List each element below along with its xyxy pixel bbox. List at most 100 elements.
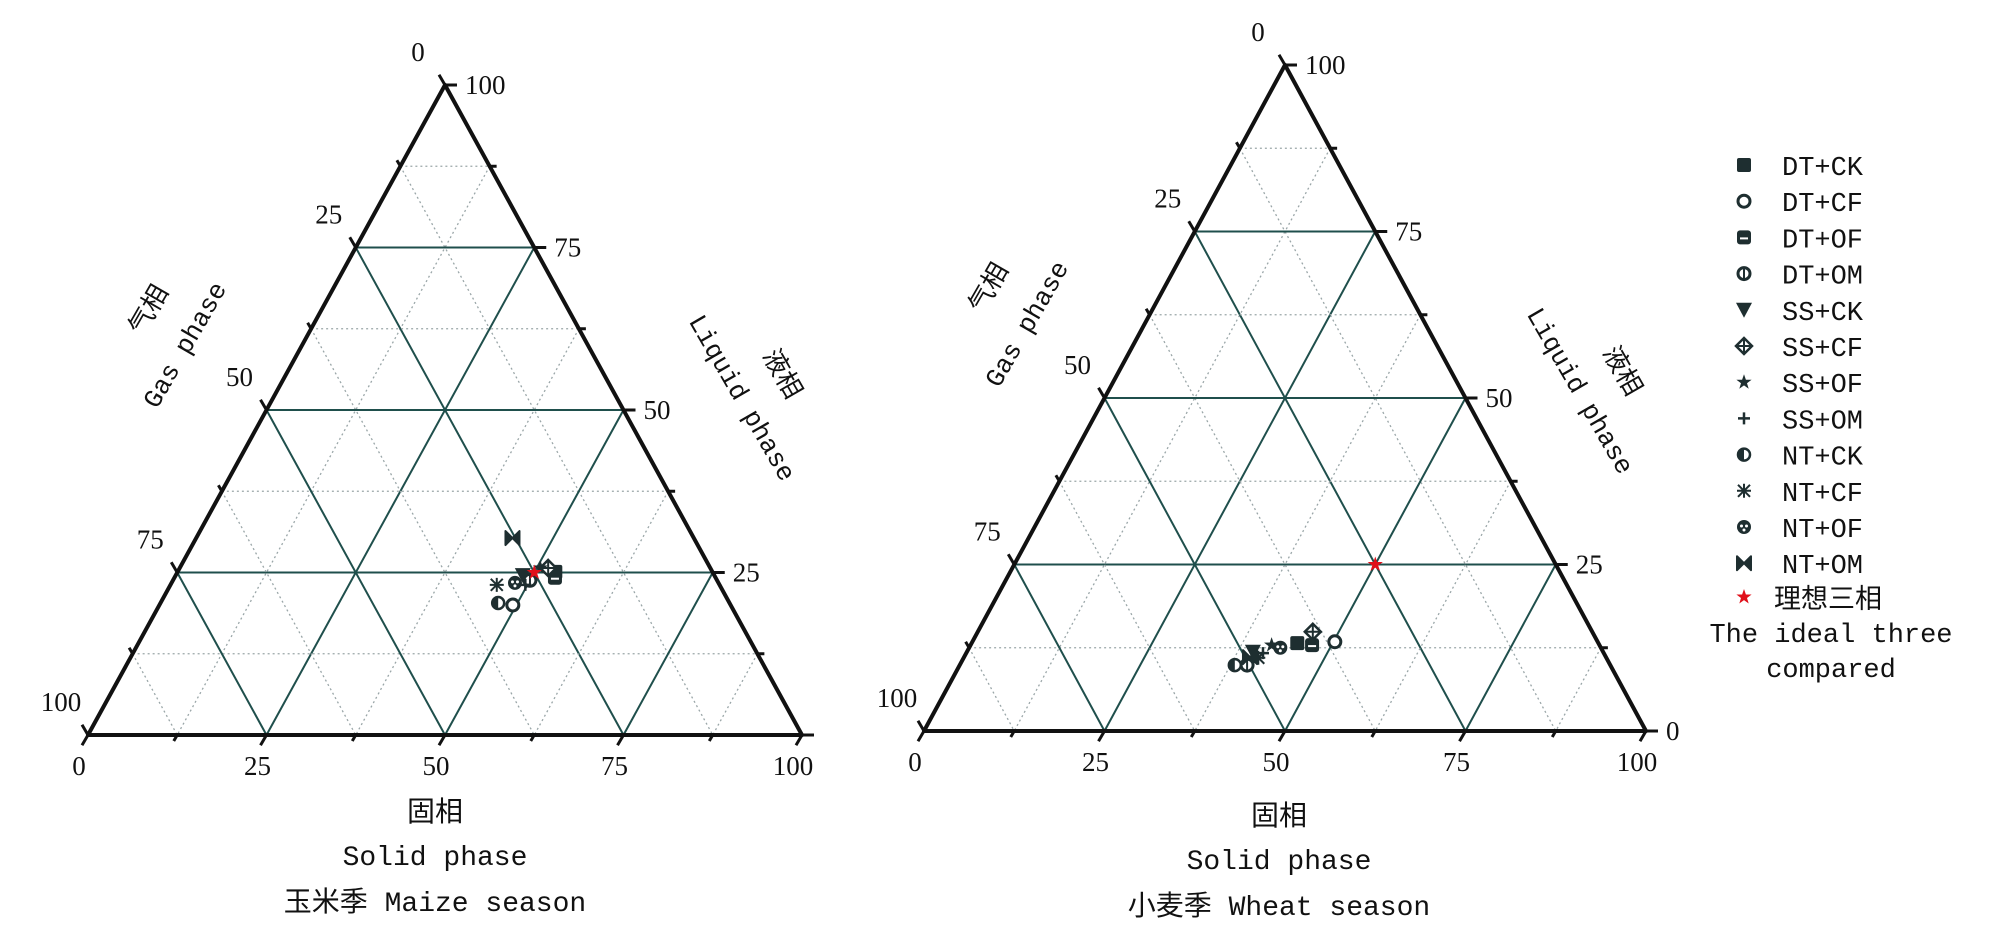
point-nt-om xyxy=(1241,649,1258,666)
point-nt-cf xyxy=(489,577,504,592)
solid-axis-title-cn: 固相 xyxy=(407,796,463,830)
point-nt-cf xyxy=(1251,650,1266,665)
gas-axis-tick xyxy=(1187,220,1197,233)
gas-axis-tick xyxy=(1277,54,1287,66)
point-ideal-three-phase xyxy=(1367,556,1383,571)
solid-axis-tick xyxy=(350,734,358,742)
legend-label: SS+CK xyxy=(1782,299,1864,329)
solid-tick-label: 50 xyxy=(423,751,450,781)
legend-label: DT+CK xyxy=(1782,154,1864,184)
gas-axis-tick xyxy=(916,720,926,732)
solid-axis-tick xyxy=(1370,730,1377,738)
half-filled-square-icon xyxy=(1737,230,1751,245)
gas-axis-tick xyxy=(217,484,224,493)
minor-gridline-gas xyxy=(132,653,178,736)
solid-axis-tick xyxy=(1550,730,1558,738)
point-dt-ck xyxy=(1290,636,1305,651)
minor-gridline-gas xyxy=(310,328,535,736)
legend-label-ideal-en-1: The ideal three xyxy=(1709,621,1952,651)
open-circle-icon xyxy=(1736,193,1752,209)
gas-axis-tick xyxy=(1097,387,1106,399)
gas-tick-label: 25 xyxy=(315,200,342,230)
minor-gridline-gas xyxy=(1239,147,1557,732)
gas-axis-tick xyxy=(964,641,971,649)
chart-title: 小麦季 Wheat season xyxy=(1128,890,1430,924)
minor-gridline-gas xyxy=(1058,480,1196,732)
legend-item: DT+OF xyxy=(1737,226,1863,256)
minor-gridline-gas xyxy=(968,647,1015,732)
solid-tick-label: 50 xyxy=(1263,747,1290,777)
gas-axis-tick xyxy=(259,399,268,411)
point-nt-om xyxy=(504,530,521,547)
solid-tick-label: 75 xyxy=(601,751,628,781)
gas-tick-label: 50 xyxy=(1064,350,1091,380)
major-gridline-solid xyxy=(1464,564,1557,732)
point-nt-of xyxy=(1273,640,1288,655)
data-points xyxy=(489,530,563,613)
gas-tick-label: 0 xyxy=(411,37,425,67)
minor-gridline-solid xyxy=(1194,314,1421,732)
liquid-tick-label: 50 xyxy=(1486,383,1513,413)
solid-axis-tick xyxy=(172,734,179,742)
liquid-tick-label: 25 xyxy=(1576,550,1603,580)
gas-axis-tick xyxy=(437,74,447,86)
filled-star-icon xyxy=(1736,374,1752,389)
solid-axis-tick xyxy=(1458,730,1467,742)
asterisk-icon xyxy=(1737,483,1751,498)
flower-icon xyxy=(1737,520,1751,534)
solid-axis-tick xyxy=(916,730,926,742)
legend-label-ideal-en-2: compared xyxy=(1766,656,1896,686)
grid xyxy=(968,147,1602,732)
solid-axis-title-en: Solid phase xyxy=(1187,847,1372,878)
plus-icon xyxy=(1738,412,1750,425)
gas-axis-tick xyxy=(306,322,313,330)
solid-axis-tick xyxy=(259,734,268,746)
legend-label: SS+OM xyxy=(1782,407,1863,437)
gas-axis-tick xyxy=(1006,553,1016,566)
point-nt-ck xyxy=(1227,657,1243,673)
bowtie-icon xyxy=(1736,555,1752,572)
legend-label-ideal-cn: 理想三相 xyxy=(1774,584,1882,617)
legend-item: NT+CF xyxy=(1737,480,1863,510)
legend-item: DT+CF xyxy=(1736,190,1863,220)
liquid-tick-label: 25 xyxy=(733,558,760,588)
legend: DT+CK DT+CF DT+OF DT+OM SS+CK SS+CF SS+OF SS+OM… xyxy=(1709,154,1952,686)
minor-gridline-solid xyxy=(176,165,491,736)
point-ss-ck xyxy=(514,568,531,584)
major-gridline-gas xyxy=(265,409,446,736)
point-ss-of xyxy=(1264,637,1280,652)
legend-label: NT+CK xyxy=(1782,444,1864,474)
legend-label: SS+CF xyxy=(1782,335,1863,365)
solid-axis-tick xyxy=(1009,730,1016,738)
solid-tick-label: 100 xyxy=(773,751,814,781)
point-dt-cf xyxy=(505,597,521,613)
legend-item: SS+OM xyxy=(1738,407,1863,437)
solid-axis-tick xyxy=(707,734,715,742)
minor-gridline-solid xyxy=(533,490,669,736)
minor-gridline-solid xyxy=(712,653,758,736)
solid-axis-title-cn: 固相 xyxy=(1251,800,1307,834)
legend-item-ideal: 理想三相 The ideal three compared xyxy=(1709,584,1952,686)
legend-label: DT+OM xyxy=(1782,263,1863,293)
filled-triangle-down-icon xyxy=(1736,302,1752,318)
major-gridline-gas xyxy=(1013,564,1106,732)
solid-axis-tick xyxy=(1097,730,1106,742)
solid-axis-tick xyxy=(437,734,447,746)
liquid-axis-title-cn: 液相 xyxy=(1595,341,1648,402)
solid-tick-label: 25 xyxy=(1082,747,1109,777)
red-star-icon xyxy=(1736,589,1752,604)
point-nt-ck xyxy=(490,595,506,611)
solid-tick-label: 0 xyxy=(72,751,86,781)
point-ss-cf xyxy=(1303,621,1323,642)
legend-item: SS+CK xyxy=(1736,299,1864,329)
solid-axis-tick xyxy=(1638,730,1648,742)
major-gridline-gas xyxy=(1103,397,1286,732)
minor-gridline-solid xyxy=(355,328,580,736)
solid-axis-title-en: Solid phase xyxy=(343,843,528,874)
liquid-tick-label: 100 xyxy=(1305,50,1346,80)
liquid-tick-label: 100 xyxy=(465,70,506,100)
liquid-axis-title-cn: 液相 xyxy=(755,344,808,405)
minor-gridline-gas xyxy=(221,490,357,736)
